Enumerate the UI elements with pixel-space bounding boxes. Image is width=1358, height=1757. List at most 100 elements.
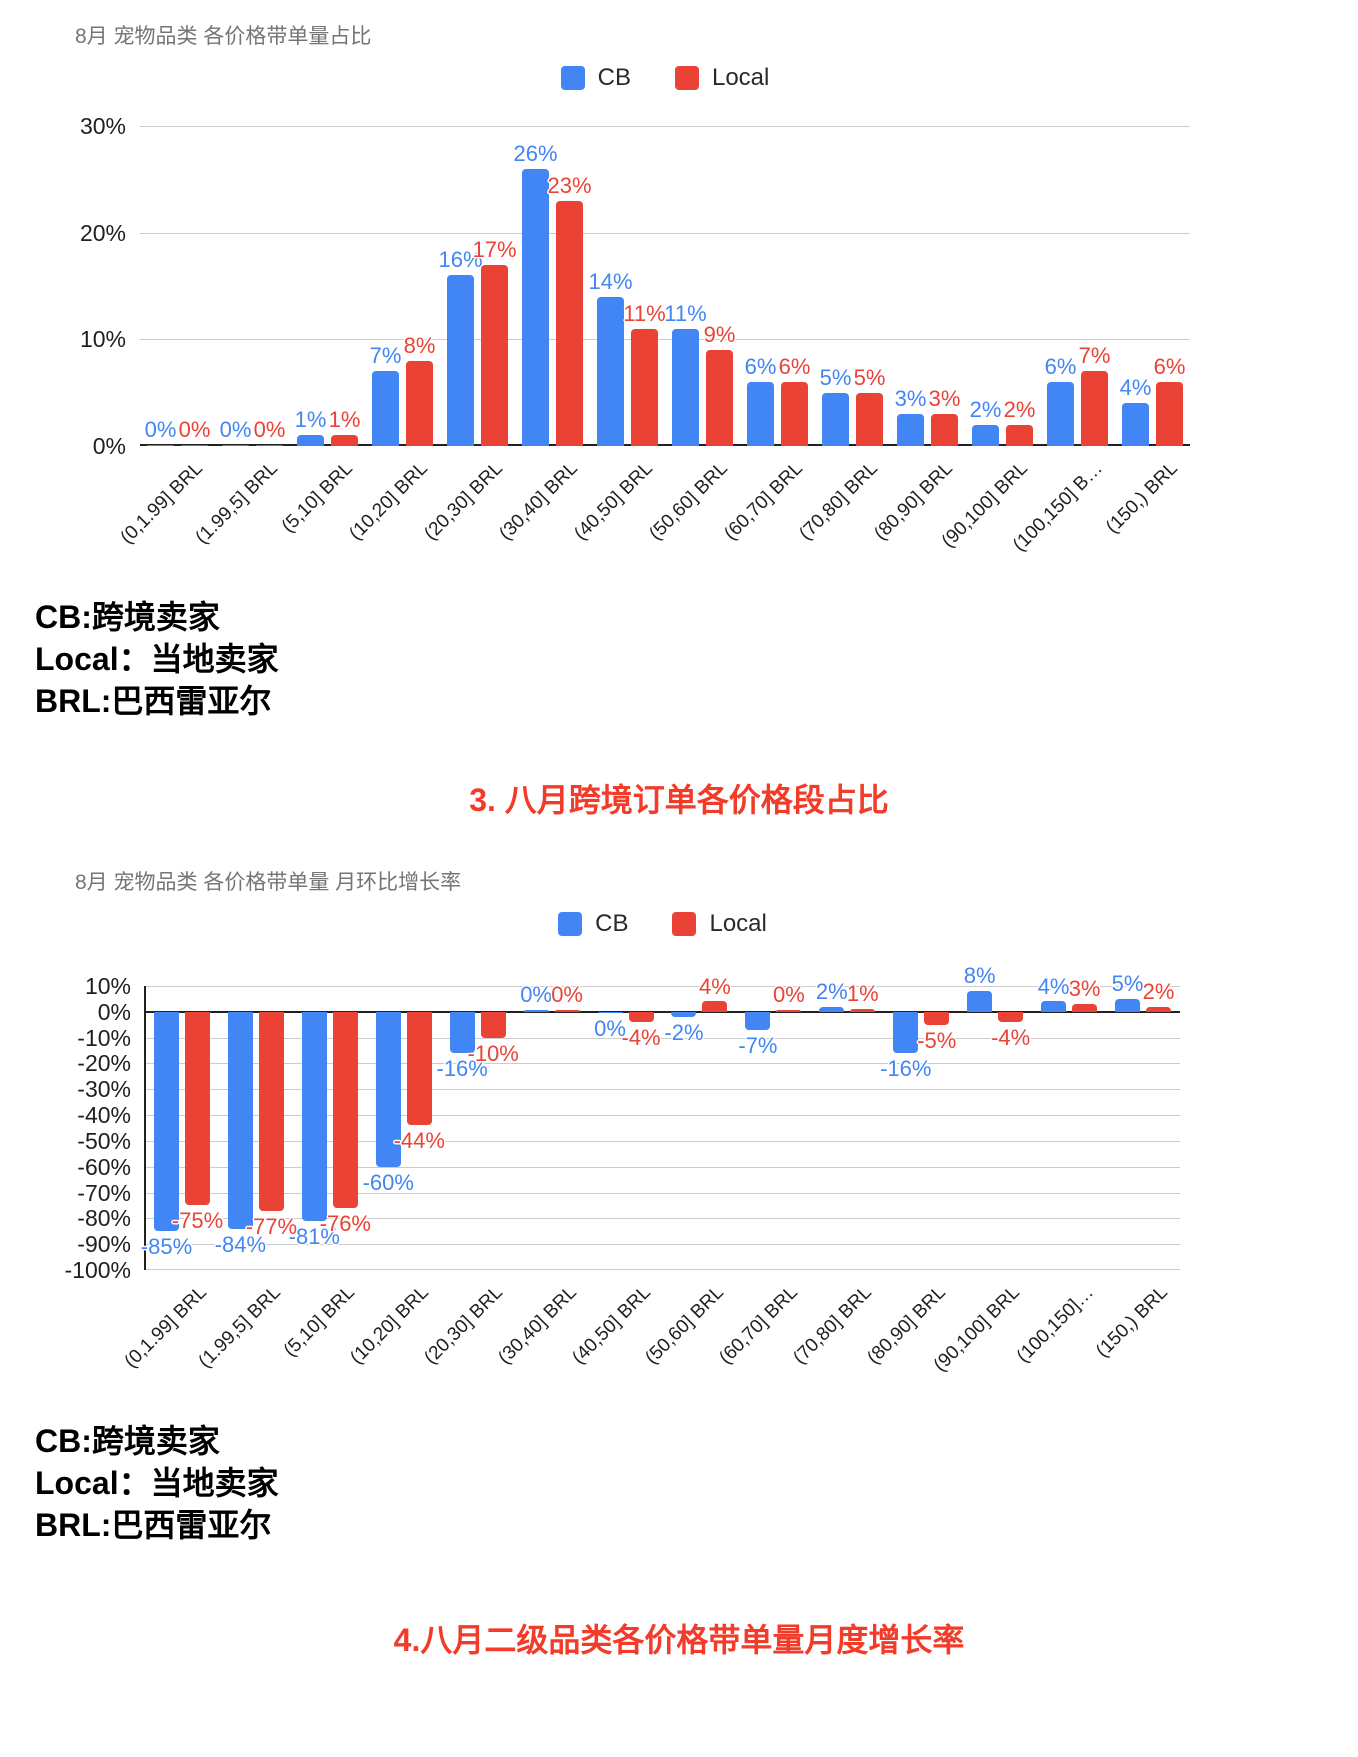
bar-local xyxy=(706,350,733,446)
note-line-brl: BRL:巴西雷亚尔 xyxy=(35,683,272,719)
note-line-cb: CB:跨境卖家 xyxy=(35,599,220,635)
data-label-cb: -84% xyxy=(214,1231,267,1257)
legend-label-cb: CB xyxy=(595,910,629,937)
data-label-local: 4% xyxy=(699,973,731,999)
data-label-local: -75% xyxy=(171,1208,224,1234)
data-label-cb: 16% xyxy=(438,247,483,273)
data-label-local: 23% xyxy=(547,172,592,198)
y-tick-label: -90% xyxy=(77,1231,131,1258)
data-label-local: 3% xyxy=(928,386,961,411)
bar-local xyxy=(556,200,583,446)
bar-local xyxy=(406,360,433,446)
x-tick-label: (0,1.99] BRL xyxy=(116,458,207,549)
data-label-local: 2% xyxy=(1142,978,1175,1004)
gridline xyxy=(145,1269,1180,1270)
x-tick-label: (90,100] BRL xyxy=(930,1282,1025,1377)
data-label-local: 5% xyxy=(853,364,886,390)
data-label-local: 17% xyxy=(472,236,517,262)
data-label-cb: 0% xyxy=(520,982,552,1008)
x-tick-label: (40,50] BRL xyxy=(569,458,657,545)
data-label-cb: 2% xyxy=(969,396,1002,422)
section-4-heading: 4.八月二级品类各价格带单量月度增长率 xyxy=(393,1622,965,1658)
note-line-cb: CB:跨境卖家 xyxy=(35,1423,220,1459)
bar-cb xyxy=(819,1006,845,1012)
bar-local xyxy=(631,328,658,446)
data-label-cb: 4% xyxy=(1119,375,1152,401)
bar-local xyxy=(332,1011,358,1209)
bar-local xyxy=(781,382,808,446)
bar-cb xyxy=(447,275,474,446)
legend-swatch-cb-icon xyxy=(558,912,583,936)
y-axis-line xyxy=(144,986,146,1270)
bar-cb xyxy=(672,328,699,446)
bar-cb xyxy=(597,296,624,446)
gridline xyxy=(145,1140,1180,1142)
data-label-cb: 26% xyxy=(513,140,558,166)
y-tick-label: -20% xyxy=(77,1050,131,1077)
y-tick-label: -50% xyxy=(77,1127,131,1154)
bar-local xyxy=(1081,371,1108,446)
x-axis-line xyxy=(140,444,1190,446)
bar-local xyxy=(331,435,358,446)
bar-local xyxy=(850,1009,876,1012)
x-tick-label: (0,1.99] BRL xyxy=(120,1282,211,1373)
data-label-local: -44% xyxy=(393,1128,445,1154)
bar-local xyxy=(480,1011,506,1038)
legend-swatch-local-icon xyxy=(672,912,697,936)
bar-local xyxy=(181,444,208,446)
data-label-cb: 4% xyxy=(1037,973,1070,999)
y-tick-label: -40% xyxy=(77,1102,131,1129)
bar-local xyxy=(258,1011,284,1211)
bar-cb xyxy=(227,1011,253,1229)
chart-title: 8月 宠物品类 各价格带单量 月环比增长率 xyxy=(75,871,462,894)
note-line-brl: BRL:巴西雷亚尔 xyxy=(35,1507,272,1543)
y-tick-label: 10% xyxy=(79,326,126,353)
bar-local xyxy=(1156,382,1183,446)
x-tick-label: (5,10] BRL xyxy=(279,1282,359,1362)
data-label-cb: -7% xyxy=(738,1032,778,1058)
x-tick-label: (70,80] BRL xyxy=(789,1282,877,1369)
bar-cb xyxy=(1122,403,1149,446)
x-axis-line xyxy=(145,1010,1180,1013)
bar-cb xyxy=(523,1010,549,1012)
y-tick-label: -30% xyxy=(77,1076,131,1103)
data-label-local: 6% xyxy=(1153,354,1186,379)
data-label-cb: 0% xyxy=(219,416,252,442)
legend-item-cb: CB xyxy=(558,910,628,938)
data-label-local: -5% xyxy=(917,1027,957,1053)
y-tick-label: -80% xyxy=(77,1205,131,1232)
x-tick-label: (5,10] BRL xyxy=(277,458,357,538)
bar-local xyxy=(628,1011,654,1023)
data-label-cb: 2% xyxy=(815,978,848,1004)
data-label-local: 2% xyxy=(1003,396,1036,422)
x-tick-label: (150,) BRL xyxy=(1101,458,1182,538)
bar-local xyxy=(776,1010,802,1012)
bar-local xyxy=(406,1011,432,1126)
bar-cb xyxy=(372,371,399,446)
data-label-local: -10% xyxy=(467,1040,519,1066)
mom-growth-chart-section: 8月 宠物品类 各价格带单量 月环比增长率 CB Local 10% 0% -10%… xyxy=(0,870,1358,1376)
y-tick-label: -100% xyxy=(64,1257,131,1283)
y-tick-label: 20% xyxy=(79,219,126,246)
x-tick-label: (30,40] BRL xyxy=(494,458,582,545)
data-label-cb: 7% xyxy=(369,343,402,369)
bar-cb xyxy=(967,991,993,1012)
gridline xyxy=(145,1037,1180,1039)
data-label-cb: -16% xyxy=(436,1056,488,1082)
data-label-local: 1% xyxy=(846,981,879,1007)
x-tick-label: (80,90] BRL xyxy=(869,458,957,545)
bar-cb xyxy=(222,444,249,446)
gridline xyxy=(145,1218,1180,1220)
bar-cb xyxy=(1115,998,1141,1012)
x-tick-label: (100,150] B… xyxy=(1008,458,1107,556)
gridline xyxy=(145,986,1180,987)
legend-label-local: Local xyxy=(711,64,770,91)
x-tick-label: (150,) BRL xyxy=(1092,1282,1172,1362)
bar-cb xyxy=(1041,1001,1067,1012)
x-tick-label: (10,20] BRL xyxy=(344,458,432,545)
x-tick-label: (20,30] BRL xyxy=(419,458,507,545)
data-label-local: 7% xyxy=(1078,343,1111,369)
x-tick-label: (50,60] BRL xyxy=(641,1282,729,1369)
x-tick-label: (40,50] BRL xyxy=(567,1282,655,1369)
legend-item-local: Local xyxy=(672,910,767,938)
